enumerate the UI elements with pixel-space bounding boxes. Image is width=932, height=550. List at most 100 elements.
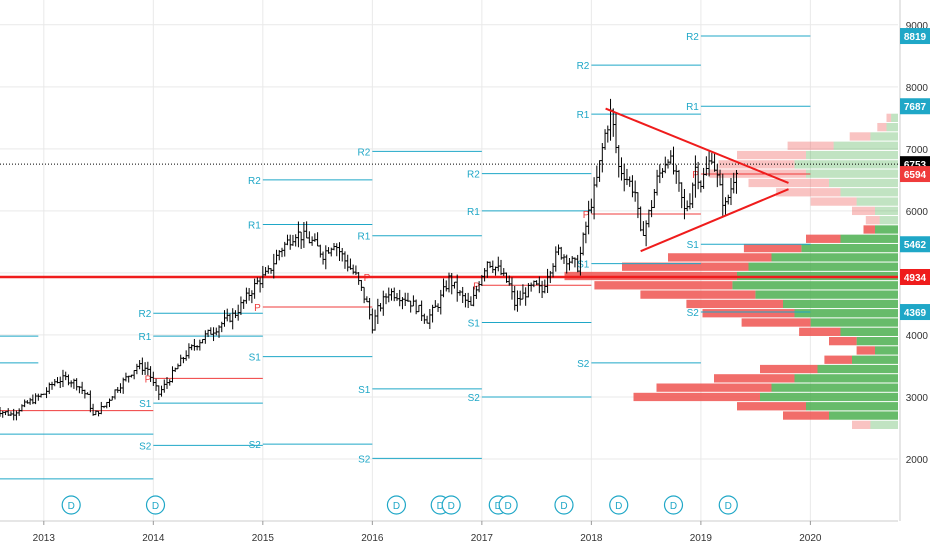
- price-axis-tick: 7000: [906, 145, 929, 156]
- pivot-lines: R2 R1 P S1 S2 R2 R1 P S1 S2 R2 R1 P S1 S2 R2 R1 P S1 S2 R2 R1…: [0, 32, 811, 480]
- profile-bar-up: [794, 374, 898, 383]
- profile-bar-down: [783, 411, 829, 420]
- profile-bar-down: [886, 113, 892, 122]
- price-axis-tick: 4000: [906, 331, 929, 342]
- pivot-label-s1: S1: [687, 240, 700, 251]
- time-axis-tick: 2015: [252, 533, 275, 544]
- profile-bar-down: [702, 309, 795, 318]
- pivot-label-s1: S1: [468, 319, 481, 330]
- pivot-label-p: P: [583, 210, 590, 221]
- dividend-marker[interactable]: [663, 495, 684, 515]
- profile-bar-up: [875, 225, 898, 234]
- price-tag-label: 6594: [904, 170, 927, 181]
- price-tag-label: 4934: [904, 273, 927, 284]
- profile-bar-down: [594, 281, 733, 290]
- pivot-label-p: P: [254, 303, 261, 314]
- profile-bar-up: [875, 206, 898, 216]
- price-tag-label: 6753: [904, 160, 927, 171]
- profile-bar-up: [870, 420, 898, 430]
- dividend-marker[interactable]: [718, 495, 738, 515]
- pivot-label-r1: R1: [577, 110, 590, 121]
- pivot-label-s2: S2: [139, 441, 152, 452]
- pivot-label-s2: S2: [577, 359, 590, 370]
- profile-bar-down: [633, 392, 760, 402]
- dividend-marker-label: D: [505, 501, 512, 512]
- dividend-marker[interactable]: [145, 495, 166, 515]
- profile-bar-up: [806, 402, 898, 411]
- dividend-marker[interactable]: [554, 495, 574, 515]
- profile-bar-up: [856, 336, 898, 346]
- triangle-upper-line: [605, 107, 789, 184]
- profile-bar-down: [810, 197, 857, 206]
- profile-bar-down: [799, 327, 841, 336]
- dividend-marker-label: D: [670, 501, 677, 512]
- pivot-label-s1: S1: [139, 399, 152, 410]
- price-axis-tick: 6000: [906, 207, 929, 218]
- profile-bar-up: [755, 290, 898, 299]
- profile-bar-down: [776, 188, 841, 197]
- pivot-label-r1: R1: [467, 207, 480, 218]
- dividend-marker-label: D: [448, 501, 455, 512]
- profile-bar-down: [863, 225, 875, 234]
- price-tag: [900, 166, 930, 183]
- time-axis-tick: 2013: [33, 533, 56, 544]
- dividend-marker[interactable]: [498, 495, 518, 515]
- candles: [0, 98, 738, 421]
- profile-bar-down: [849, 132, 871, 141]
- profile-bar-up: [875, 346, 898, 355]
- pivot-label-p: P: [145, 374, 152, 385]
- price-axis-tick: 3000: [906, 393, 929, 404]
- pivot-label-r1: R1: [686, 102, 699, 113]
- profile-bar-down: [737, 402, 806, 411]
- triangle-pattern: [605, 107, 789, 253]
- pivot-label-p: P: [364, 273, 371, 284]
- pivot-label-r1: R1: [139, 332, 152, 343]
- profile-bar-down: [656, 383, 772, 392]
- dividend-marker-label: D: [615, 501, 622, 512]
- pivot-label-r2: R2: [248, 176, 261, 187]
- dividend-marker-label: D: [68, 501, 75, 512]
- dividend-marker[interactable]: [441, 495, 461, 515]
- dividend-marker-label: D: [152, 501, 159, 512]
- profile-bar-down: [714, 374, 795, 383]
- dividend-marker[interactable]: [386, 495, 407, 515]
- profile-bar-up: [806, 169, 898, 178]
- pivot-label-r1: R1: [248, 221, 261, 232]
- price-tag-label: 5462: [904, 240, 927, 251]
- profile-bar-down: [737, 150, 806, 160]
- profile-bar-down: [865, 216, 880, 225]
- time-axis-tick: 2019: [690, 533, 713, 544]
- price-tag-label: 4369: [904, 308, 927, 319]
- profile-bar-down: [668, 253, 772, 262]
- pivot-label-s2: S2: [687, 308, 700, 319]
- time-axis-tick: 2020: [799, 533, 822, 544]
- pivot-label-r2: R2: [577, 61, 590, 72]
- pivot-label-s1: S1: [577, 260, 590, 271]
- profile-bar-up: [760, 392, 898, 402]
- dividend-marker[interactable]: [61, 495, 81, 515]
- profile-bar-up: [810, 318, 898, 327]
- profile-bar-up: [879, 216, 898, 225]
- profile-bar-up: [771, 253, 898, 262]
- profile-bar-down: [686, 299, 783, 309]
- pivot-label-s2: S2: [358, 454, 371, 465]
- dividend-marker[interactable]: [609, 495, 629, 515]
- pivot-label-r1: R1: [358, 232, 371, 243]
- profile-bar-up: [840, 234, 898, 243]
- pivot-label-s1: S1: [358, 385, 371, 396]
- dividend-marker-label: D: [560, 501, 567, 512]
- profile-bar-down: [741, 318, 811, 327]
- time-axis[interactable]: 2013 2014 2015 2016 2017 2018 2019 2020: [0, 520, 898, 544]
- profile-bar-down: [852, 420, 871, 430]
- profile-bar-up: [886, 122, 898, 132]
- price-axis-tick: 8000: [906, 83, 929, 94]
- price-axis-tick: 2000: [906, 455, 929, 466]
- profile-bar-down: [824, 355, 852, 364]
- triangle-lower-line: [640, 188, 789, 253]
- profile-bar-up: [840, 327, 898, 336]
- profile-bar-down: [856, 346, 875, 355]
- price-tag: [900, 28, 930, 45]
- pivot-label-s2: S2: [249, 440, 262, 451]
